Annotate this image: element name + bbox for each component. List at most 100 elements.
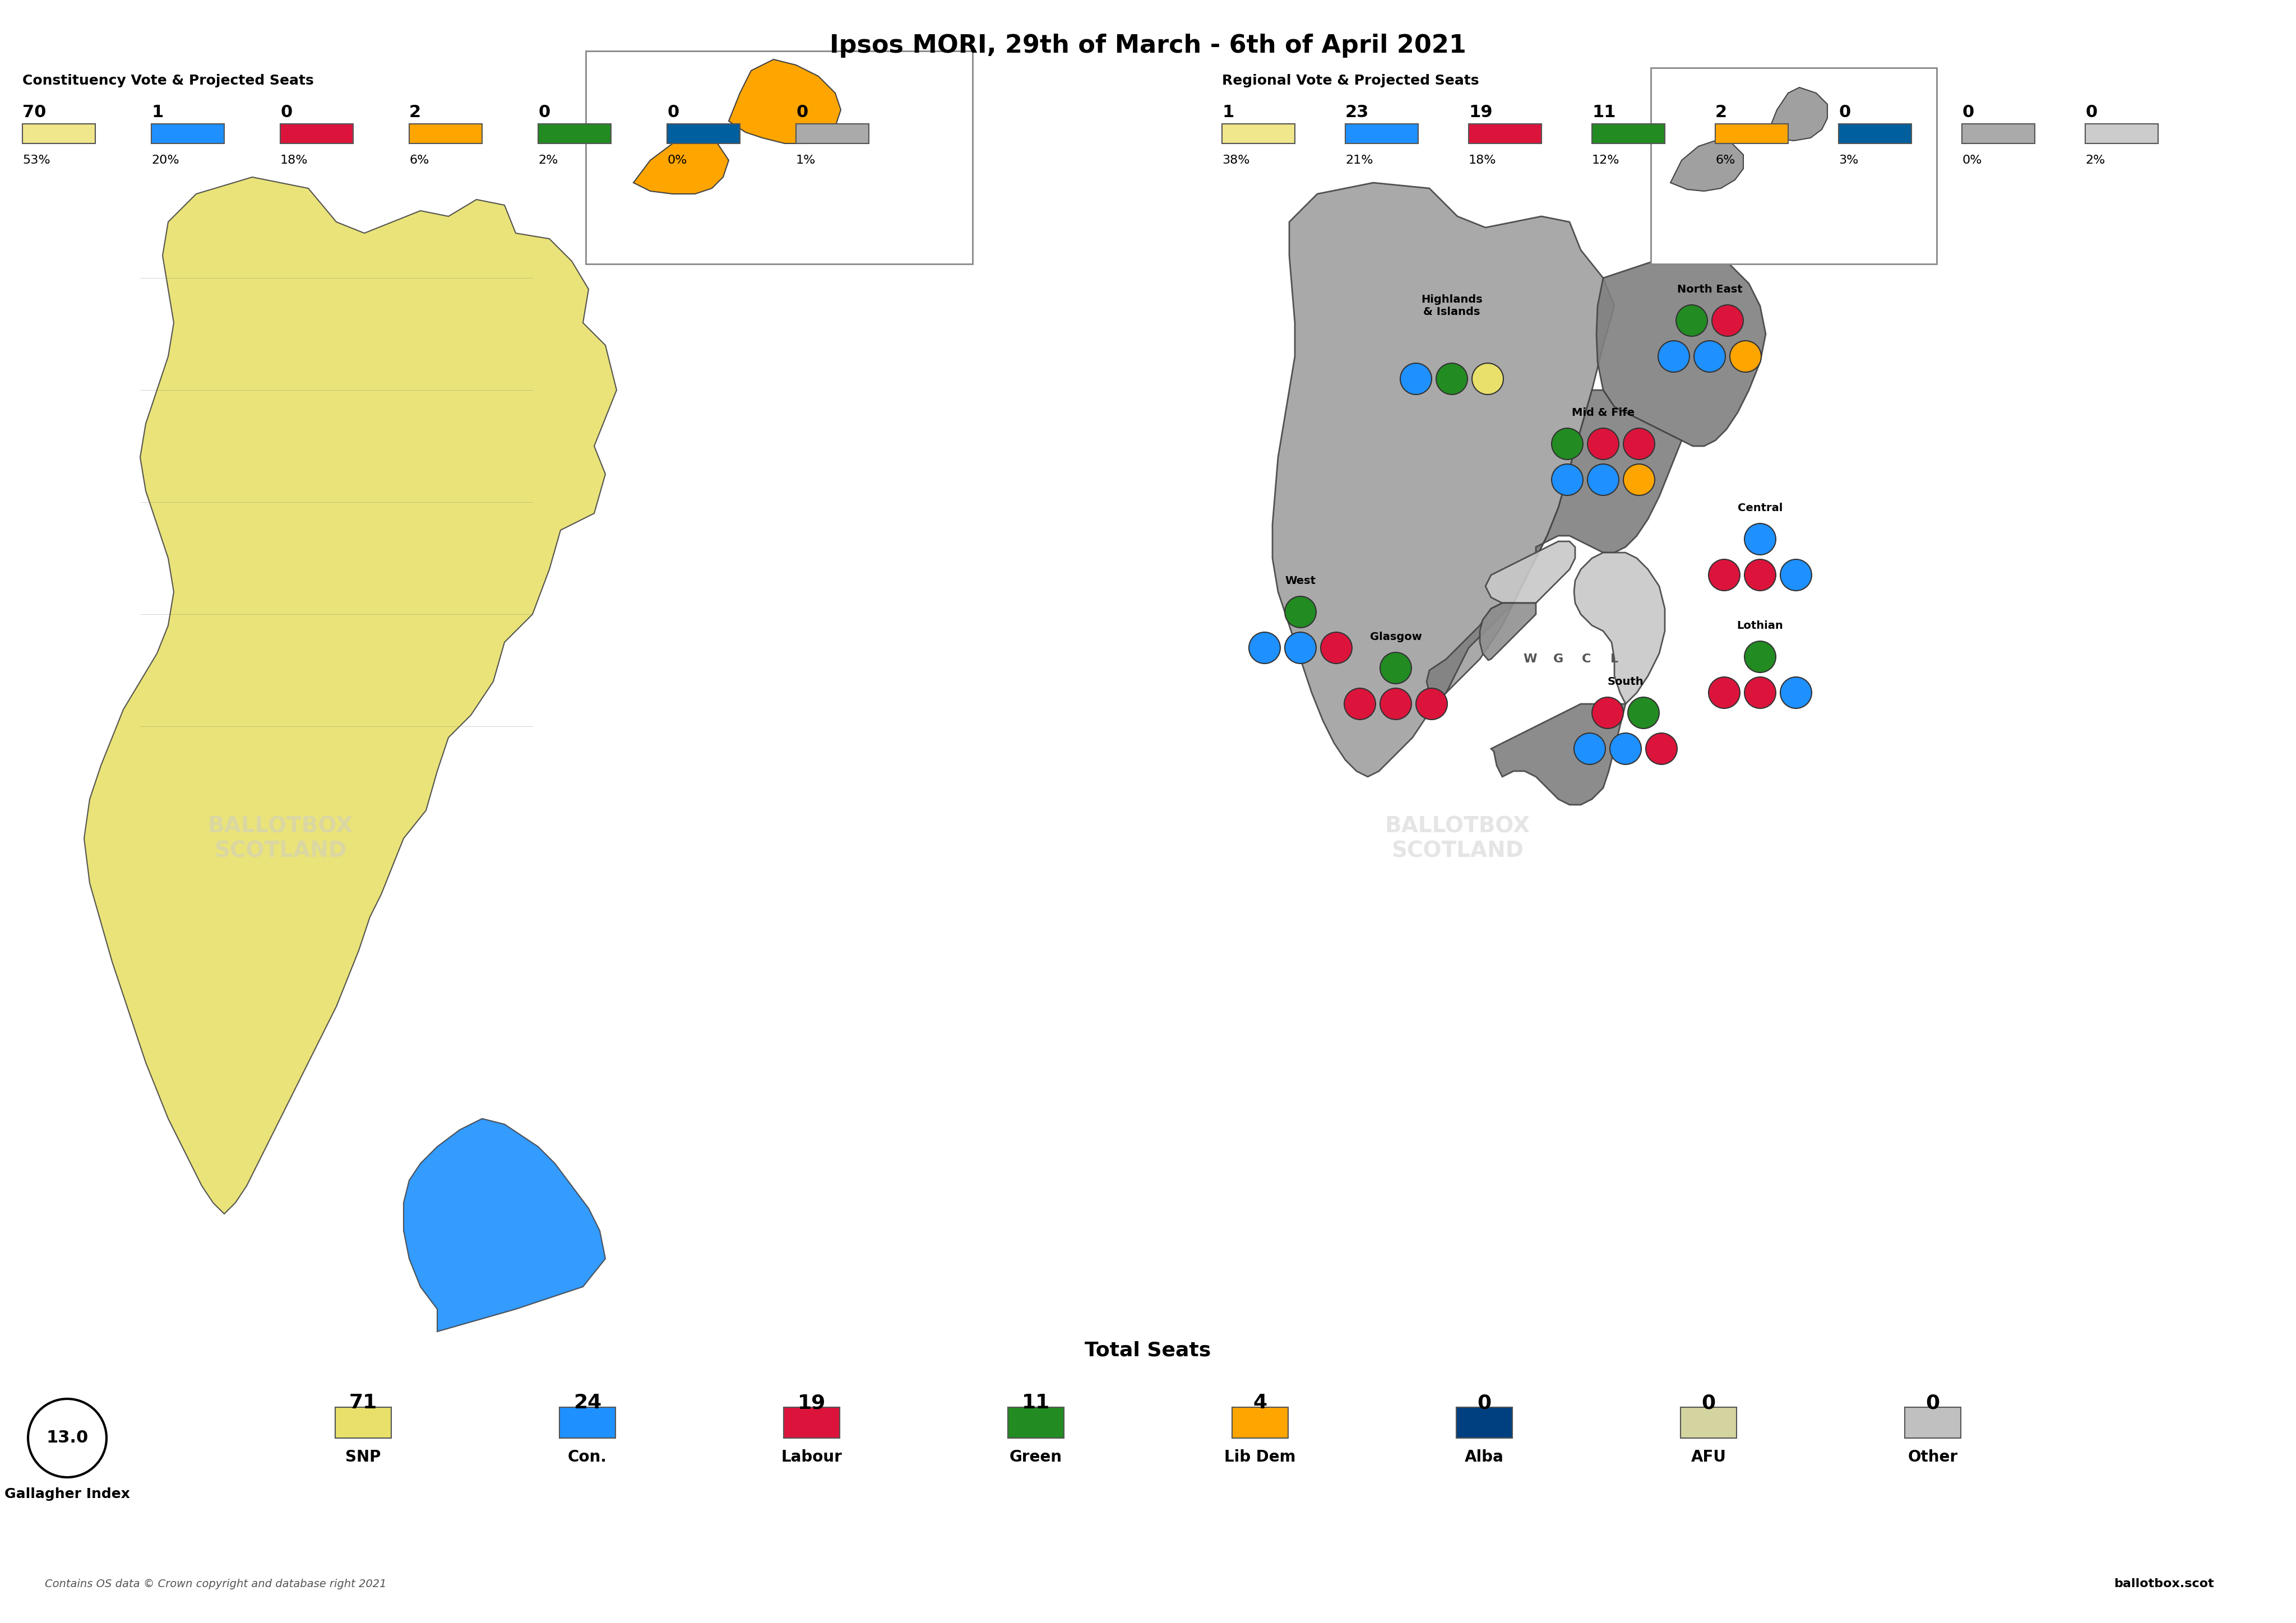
FancyBboxPatch shape [585,50,974,265]
Circle shape [28,1399,106,1477]
Circle shape [1609,734,1642,764]
FancyBboxPatch shape [409,123,482,143]
Circle shape [1417,688,1446,719]
Text: South: South [1607,677,1644,687]
Text: SNP: SNP [344,1449,381,1466]
Text: 1%: 1% [797,154,815,166]
FancyBboxPatch shape [280,123,354,143]
Circle shape [1708,677,1740,708]
Circle shape [1249,633,1281,664]
Polygon shape [85,177,618,1214]
Polygon shape [1766,88,1828,141]
Text: 19: 19 [1469,104,1492,120]
Circle shape [1708,560,1740,591]
FancyBboxPatch shape [797,123,868,143]
Polygon shape [1671,141,1743,192]
Text: 13.0: 13.0 [46,1430,87,1446]
Circle shape [1286,633,1316,664]
Text: Regional Vote & Projected Seats: Regional Vote & Projected Seats [1221,75,1479,88]
FancyBboxPatch shape [1591,123,1665,143]
Text: Lothian: Lothian [1738,620,1784,631]
Text: 2: 2 [409,104,420,120]
Text: 71: 71 [349,1393,377,1412]
Polygon shape [1596,250,1766,446]
FancyBboxPatch shape [1456,1407,1513,1438]
Circle shape [1623,428,1655,459]
Circle shape [1380,688,1412,719]
Circle shape [1401,364,1433,394]
Circle shape [1623,464,1655,495]
FancyBboxPatch shape [1681,1407,1736,1438]
FancyBboxPatch shape [1651,68,1938,265]
Circle shape [1286,596,1316,628]
Circle shape [1745,641,1775,672]
Polygon shape [1481,604,1536,661]
Text: 0%: 0% [1961,154,1981,166]
Text: ballotbox.scot: ballotbox.scot [2115,1578,2213,1589]
Polygon shape [1426,604,1513,698]
Circle shape [1628,698,1660,729]
Text: 11: 11 [1591,104,1616,120]
Text: Mid & Fife: Mid & Fife [1573,407,1635,419]
Text: 18%: 18% [1469,154,1497,166]
Text: Labour: Labour [781,1449,843,1466]
Circle shape [1435,364,1467,394]
Circle shape [1779,677,1812,708]
Text: 23: 23 [1345,104,1368,120]
Text: 0: 0 [797,104,808,120]
Circle shape [1552,428,1582,459]
FancyBboxPatch shape [1008,1407,1063,1438]
Text: 24: 24 [574,1393,602,1412]
Text: 21%: 21% [1345,154,1373,166]
Text: 1: 1 [1221,104,1233,120]
FancyBboxPatch shape [1233,1407,1288,1438]
Polygon shape [1575,552,1665,704]
Text: 38%: 38% [1221,154,1249,166]
FancyBboxPatch shape [668,123,739,143]
Circle shape [1676,305,1708,336]
Text: Constituency Vote & Projected Seats: Constituency Vote & Projected Seats [23,75,315,88]
Text: 0: 0 [1476,1393,1492,1412]
Polygon shape [404,1118,606,1331]
Text: 11: 11 [1022,1393,1049,1412]
Polygon shape [1486,542,1575,604]
Text: W: W [1525,654,1536,665]
Text: 6%: 6% [1715,154,1736,166]
Text: 20%: 20% [152,154,179,166]
Text: 2%: 2% [2085,154,2105,166]
Text: Highlands
& Islands: Highlands & Islands [1421,294,1483,316]
Circle shape [1729,341,1761,372]
FancyBboxPatch shape [2085,123,2158,143]
Text: 0: 0 [537,104,551,120]
Text: Glasgow: Glasgow [1371,631,1421,643]
Text: Green: Green [1010,1449,1063,1466]
Circle shape [1745,677,1775,708]
Circle shape [1472,364,1504,394]
Text: 19: 19 [797,1393,827,1412]
Text: 2%: 2% [537,154,558,166]
Circle shape [1380,652,1412,683]
Polygon shape [1536,390,1681,558]
Text: North East: North East [1676,284,1743,295]
Text: 18%: 18% [280,154,308,166]
Text: BALLOTBOX
SCOTLAND: BALLOTBOX SCOTLAND [1384,815,1529,862]
Text: L: L [1609,654,1619,665]
Circle shape [1552,464,1582,495]
FancyBboxPatch shape [335,1407,390,1438]
Circle shape [1646,734,1676,764]
Text: 0: 0 [668,104,680,120]
Text: Alba: Alba [1465,1449,1504,1466]
Text: 2: 2 [1715,104,1727,120]
Text: 4: 4 [1254,1393,1267,1412]
Text: 70: 70 [23,104,46,120]
Text: C: C [1582,654,1591,665]
Circle shape [1779,560,1812,591]
Text: 0: 0 [1701,1393,1715,1412]
Text: Other: Other [1908,1449,1958,1466]
Text: Gallagher Index: Gallagher Index [5,1487,131,1501]
FancyBboxPatch shape [23,123,96,143]
FancyBboxPatch shape [1715,123,1789,143]
Circle shape [1713,305,1743,336]
Text: 0: 0 [1961,104,1975,120]
Text: 3%: 3% [1839,154,1857,166]
